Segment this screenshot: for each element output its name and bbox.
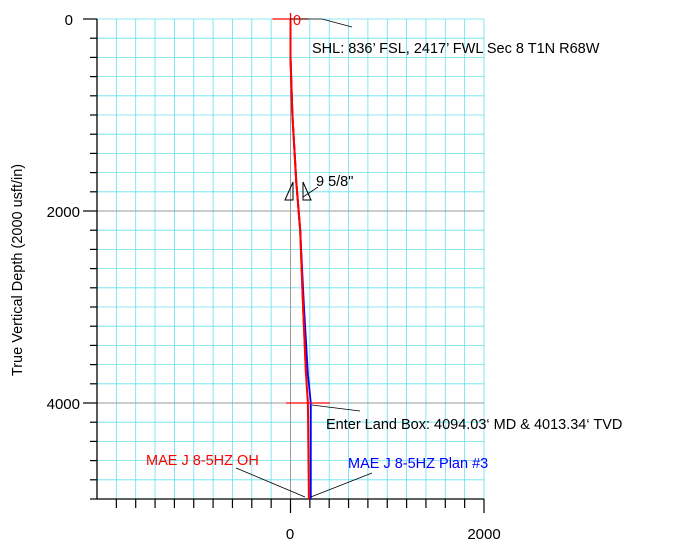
legend-label-plan: MAE J 8-5HZ Plan #3 xyxy=(348,456,488,472)
casing-shoe-symbol-left xyxy=(284,181,294,201)
series-line-oh-top xyxy=(289,19,307,375)
leader-plan xyxy=(310,472,373,498)
tick-label-y-0: 0 xyxy=(65,12,73,29)
tick-label-x-2000: 2000 xyxy=(467,526,500,543)
leader-shl xyxy=(290,18,353,28)
leader-oh xyxy=(235,467,306,498)
tick-label-y-4000: 4000 xyxy=(47,396,80,413)
tick-label-y-2000: 2000 xyxy=(47,204,80,221)
leader-casing xyxy=(302,186,319,198)
tick-label-x-0: 0 xyxy=(286,526,294,543)
y-axis-label: True Vertical Depth (2000 usft/in) xyxy=(10,164,26,376)
casing-shoe-symbol-right xyxy=(302,181,312,201)
annotation-shl: SHL: 836’ FSL, 2417’ FWL Sec 8 T1N R68W xyxy=(312,41,600,57)
ticks xyxy=(83,18,485,513)
leader-land-box xyxy=(311,404,361,412)
annotation-zero-marker: 0 xyxy=(293,13,301,29)
legend-label-oh: MAE J 8-5HZ OH xyxy=(146,453,259,469)
annotation-land-box: Enter Land Box: 4094.03‘ MD & 4013.34‘ T… xyxy=(326,417,622,433)
series-line-oh xyxy=(289,19,310,500)
series-layer xyxy=(289,19,312,500)
leaders xyxy=(235,18,373,498)
annotation-casing: 9 5/8" xyxy=(316,174,353,190)
